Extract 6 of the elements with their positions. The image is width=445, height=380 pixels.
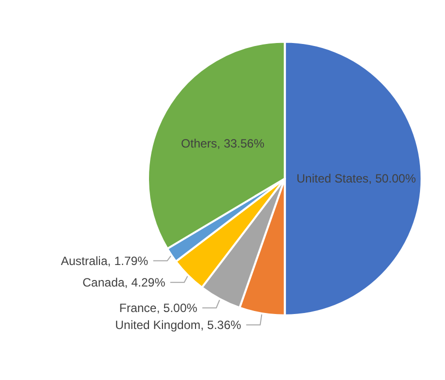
slice-label: United States, 50.00%	[296, 172, 416, 186]
slice-label: France, 5.00%	[119, 300, 198, 315]
slice-label: Canada, 4.29%	[82, 275, 166, 290]
slice-label: Others, 33.56%	[181, 136, 265, 150]
slice-label: Australia, 1.79%	[60, 254, 149, 268]
slice-label: United Kingdom, 5.36%	[115, 318, 242, 332]
